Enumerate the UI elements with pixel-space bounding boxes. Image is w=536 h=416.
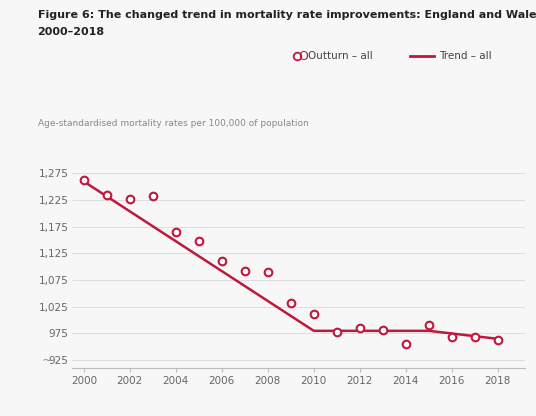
Text: 2000–2018: 2000–2018 bbox=[38, 27, 105, 37]
Text: Outturn – all: Outturn – all bbox=[308, 51, 373, 61]
Text: ~: ~ bbox=[42, 354, 53, 366]
Text: Age-standardised mortality rates per 100,000 of population: Age-standardised mortality rates per 100… bbox=[38, 119, 308, 128]
Text: O: O bbox=[298, 50, 308, 63]
Text: Figure 6: The changed trend in mortality rate improvements: England and Wales,: Figure 6: The changed trend in mortality… bbox=[38, 10, 536, 20]
Text: Trend – all: Trend – all bbox=[440, 51, 492, 61]
